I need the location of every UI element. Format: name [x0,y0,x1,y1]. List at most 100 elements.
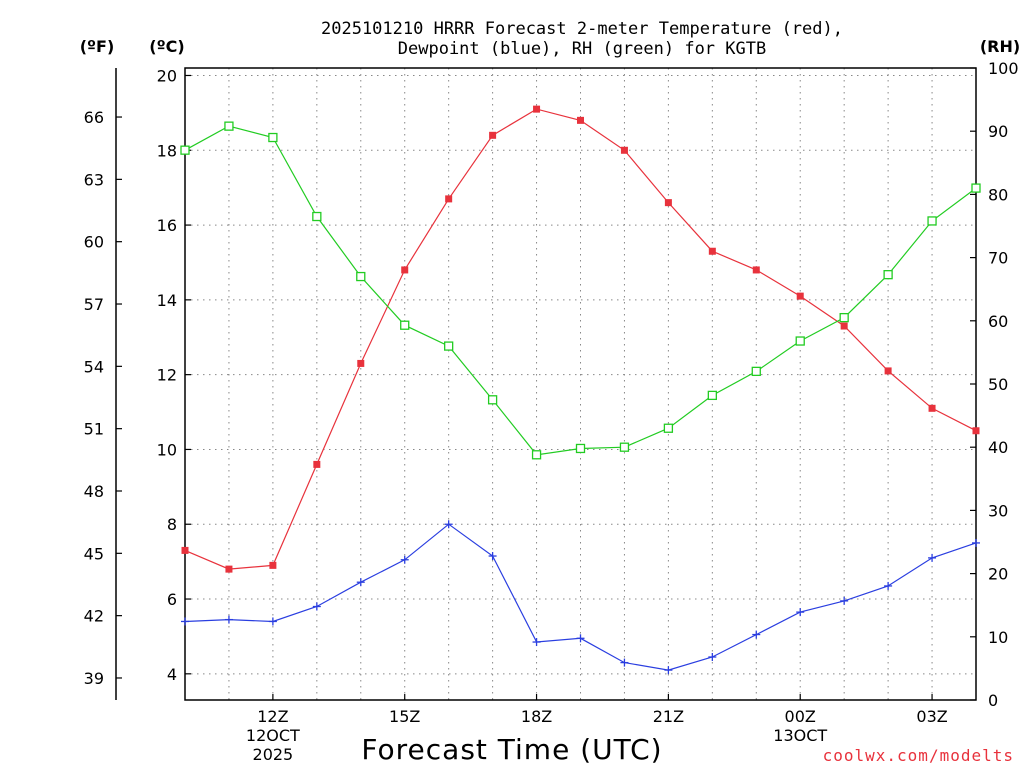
chart-title-line2: Dewpoint (blue), RH (green) for KGTB [398,39,766,59]
x-tick-label: 00Z [785,707,816,726]
rh-point [531,450,542,460]
rh-point [224,121,234,131]
dewpoint-point [576,634,585,643]
fahrenheit-tick-label: 60 [84,233,104,252]
dewpoint-point [708,652,717,661]
fahrenheit-tick-label: 45 [84,544,104,563]
dewpoint-point [928,553,937,562]
rh-point [707,390,717,401]
x-tick-label: 15Z [389,707,420,726]
fahrenheit-tick-label: 57 [84,295,104,314]
rh-point [312,211,322,222]
x-tick-label: 13OCT [773,726,827,745]
celsius-tick-label: 18 [157,141,177,160]
rh-point [400,320,410,330]
x-tick-label: 21Z [653,707,684,726]
rh-tick-label: 50 [988,375,1008,394]
celsius-tick-label: 10 [157,440,177,459]
plot-frame [184,67,977,701]
rh-tick-label: 30 [988,501,1008,520]
celsius-tick-label: 20 [157,66,177,85]
rh-point [927,216,937,226]
x-axis-label: Forecast Time (UTC) [361,733,662,766]
2-meter-temperature-point [181,546,189,554]
2-meter-temperature-point [225,565,233,573]
fahrenheit-tick-label: 63 [84,170,104,189]
rh-point [575,443,586,454]
credit-text: coolwx.com/modelts [823,746,1014,765]
rh-point [883,270,893,280]
x-tick-label: 12OCT [246,726,300,745]
celsius-tick-label: 8 [167,515,177,534]
rh-tick-label: 20 [988,565,1008,584]
rh-tick-label: 10 [988,628,1008,647]
fahrenheit-tick-label: 66 [84,108,104,127]
dewpoint-point [620,658,629,667]
dewpoint-point [796,608,805,617]
fahrenheit-tick-label: 39 [84,669,104,688]
dewpoint-point [664,666,673,675]
2-meter-temperature-point [533,105,541,113]
dewpoint-point [268,617,277,626]
celsius-tick-label: 16 [157,216,177,235]
x-tick-label: 18Z [521,707,552,726]
dewpoint-point [224,615,233,624]
dewpoint-point [972,538,980,547]
2-meter-temperature-point [752,266,760,274]
rh-tick-label: 90 [988,122,1008,141]
rh-point [268,132,278,143]
series-layer [180,105,981,675]
dewpoint-point [356,578,365,587]
rh-tick-label: 80 [988,185,1008,204]
celsius-tick-label: 12 [157,366,177,385]
2-meter-temperature-point [620,146,628,154]
rh-point [971,183,981,193]
2-meter-temperature-point [708,247,716,255]
2-meter-temperature-point [357,359,365,367]
rh-tick-label: 40 [988,438,1008,457]
dewpoint-point [312,602,321,611]
rh-tick-label: 70 [988,249,1008,268]
chart-title-line1: 2025101210 HRRR Forecast 2-meter Tempera… [321,19,843,39]
2-meter-temperature-point [401,266,409,274]
dewpoint-point [400,555,409,564]
x-tick-label: 2025 [253,745,294,764]
celsius-unit-label: (ºC) [149,37,184,56]
fahrenheit-tick-label: 48 [84,482,104,501]
dewpoint-point [752,630,761,639]
2-meter-temperature-point [445,195,453,203]
fahrenheit-tick-label: 51 [84,420,104,439]
dewpoint-point [444,520,453,529]
rh-tick-label: 0 [988,691,998,710]
axis-layer: 4 6 8 10 12 14 16 18 20 39 42 45 48 51 54 57 60 63 66 0 10 20… [84,59,1019,764]
dewpoint-point [181,617,189,626]
fahrenheit-unit-label: (ºF) [80,37,115,56]
rh-point [180,145,190,155]
rh-point [356,271,366,282]
dewpoint-point [884,581,893,590]
rh-tick-label: 60 [988,312,1008,331]
2-meter-temperature-point [313,460,321,468]
rh-point [444,341,454,351]
rh-point [487,395,498,405]
dewpoint-point [532,638,541,647]
grid-layer [185,68,976,700]
2-meter-temperature-point [840,322,848,330]
2-meter-temperature-point [928,404,936,412]
2-meter-temperature-point [972,427,980,435]
dewpoint-point [488,552,497,561]
2-meter-temperature-point [489,131,497,139]
rh-point [795,336,805,346]
2-meter-temperature-point [664,199,672,207]
2-meter-temperature-point [884,367,892,375]
2-meter-temperature-point [269,561,277,569]
celsius-tick-label: 6 [167,590,177,609]
x-tick-label: 12Z [257,707,288,726]
rh-point [663,423,674,433]
dewpoint-point [840,596,849,605]
rh-unit-label: (RH) [980,37,1020,56]
2-meter-temperature-point [796,292,804,300]
rh-point [839,312,849,323]
celsius-tick-label: 14 [157,291,177,310]
